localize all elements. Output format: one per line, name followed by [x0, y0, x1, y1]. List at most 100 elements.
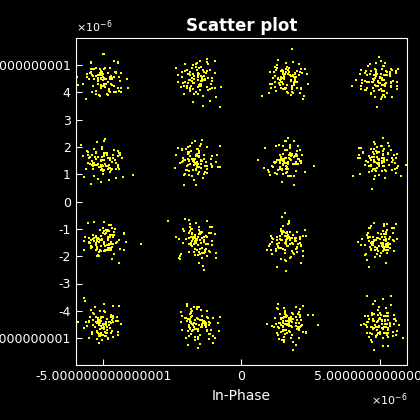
- Channel 1: [290, 173, 297, 179]
- Channel 1: [381, 317, 388, 323]
- Channel 1: [375, 83, 381, 89]
- Channel 1: [372, 246, 379, 253]
- Channel 1: [106, 245, 113, 252]
- Channel 1: [106, 88, 113, 94]
- Channel 1: [217, 143, 224, 150]
- Channel 1: [282, 239, 289, 246]
- Channel 1: [101, 82, 108, 89]
- Channel 1: [281, 233, 288, 240]
- Channel 1: [102, 84, 108, 90]
- Channel 1: [200, 250, 207, 257]
- Channel 1: [106, 324, 113, 331]
- Channel 1: [376, 316, 383, 323]
- Channel 1: [112, 166, 119, 173]
- Channel 1: [109, 231, 116, 238]
- Channel 1: [287, 237, 294, 244]
- Channel 1: [369, 310, 376, 316]
- Channel 1: [189, 231, 196, 237]
- Channel 1: [379, 152, 386, 159]
- Channel 1: [302, 330, 309, 337]
- Channel 1: [106, 231, 113, 238]
- Channel 1: [200, 67, 206, 74]
- Channel 1: [291, 70, 298, 76]
- Channel 1: [284, 166, 291, 173]
- Channel 1: [278, 156, 284, 163]
- Channel 1: [80, 81, 87, 87]
- Channel 1: [197, 341, 204, 347]
- Channel 1: [288, 88, 295, 95]
- Channel 1: [300, 252, 307, 259]
- Channel 1: [278, 226, 284, 233]
- Channel 1: [373, 324, 380, 331]
- Channel 1: [197, 230, 204, 236]
- Channel 1: [204, 314, 210, 320]
- Channel 1: [373, 148, 380, 155]
- Channel 1: [279, 86, 286, 93]
- Channel 1: [103, 326, 110, 333]
- Channel 1: [287, 71, 294, 78]
- Channel 1: [198, 323, 205, 330]
- Channel 1: [280, 71, 286, 77]
- Channel 1: [194, 303, 200, 310]
- Channel 1: [102, 230, 109, 237]
- Channel 1: [289, 89, 296, 96]
- Channel 1: [374, 323, 381, 330]
- Channel 1: [370, 148, 376, 155]
- Channel 1: [368, 168, 375, 175]
- Channel 1: [193, 164, 200, 171]
- Channel 1: [380, 92, 386, 99]
- Channel 1: [372, 244, 378, 251]
- Channel 1: [189, 64, 195, 71]
- Channel 1: [376, 324, 383, 331]
- Channel 1: [282, 85, 289, 92]
- Channel 1: [207, 319, 214, 326]
- Channel 1: [367, 61, 374, 68]
- Channel 1: [386, 322, 393, 329]
- Channel 1: [193, 326, 199, 332]
- Channel 1: [382, 317, 389, 323]
- Channel 1: [298, 66, 305, 72]
- Channel 1: [89, 310, 96, 317]
- Channel 1: [90, 146, 97, 153]
- Channel 1: [278, 237, 285, 244]
- Channel 1: [193, 247, 200, 253]
- Channel 1: [99, 72, 105, 79]
- Channel 1: [189, 234, 196, 241]
- Channel 1: [366, 224, 373, 231]
- Channel 1: [380, 244, 386, 251]
- Channel 1: [393, 70, 399, 76]
- Channel 1: [178, 313, 185, 320]
- Channel 1: [191, 159, 198, 166]
- Channel 1: [294, 161, 301, 168]
- Channel 1: [187, 223, 194, 230]
- Channel 1: [282, 249, 289, 256]
- Channel 1: [278, 167, 285, 174]
- Channel 1: [378, 250, 385, 257]
- Channel 1: [105, 227, 112, 234]
- Channel 1: [97, 76, 104, 82]
- Channel 1: [201, 152, 207, 159]
- Channel 1: [378, 158, 385, 165]
- Channel 1: [279, 236, 286, 243]
- Channel 1: [357, 242, 364, 249]
- Channel 1: [377, 331, 384, 338]
- Channel 1: [357, 67, 364, 74]
- Channel 1: [382, 320, 389, 327]
- Channel 1: [385, 242, 392, 249]
- Channel 1: [187, 221, 194, 228]
- Channel 1: [280, 75, 287, 82]
- Channel 1: [190, 80, 197, 87]
- Channel 1: [289, 73, 295, 80]
- Channel 1: [379, 334, 386, 341]
- Channel 1: [100, 83, 106, 89]
- Channel 1: [194, 71, 201, 78]
- Channel 1: [358, 322, 365, 328]
- Channel 1: [180, 240, 186, 247]
- Channel 1: [374, 148, 381, 155]
- Channel 1: [188, 306, 195, 313]
- Channel 1: [276, 76, 283, 83]
- Channel 1: [293, 73, 299, 80]
- Channel 1: [204, 143, 210, 150]
- Channel 1: [385, 325, 392, 332]
- Channel 1: [381, 166, 388, 173]
